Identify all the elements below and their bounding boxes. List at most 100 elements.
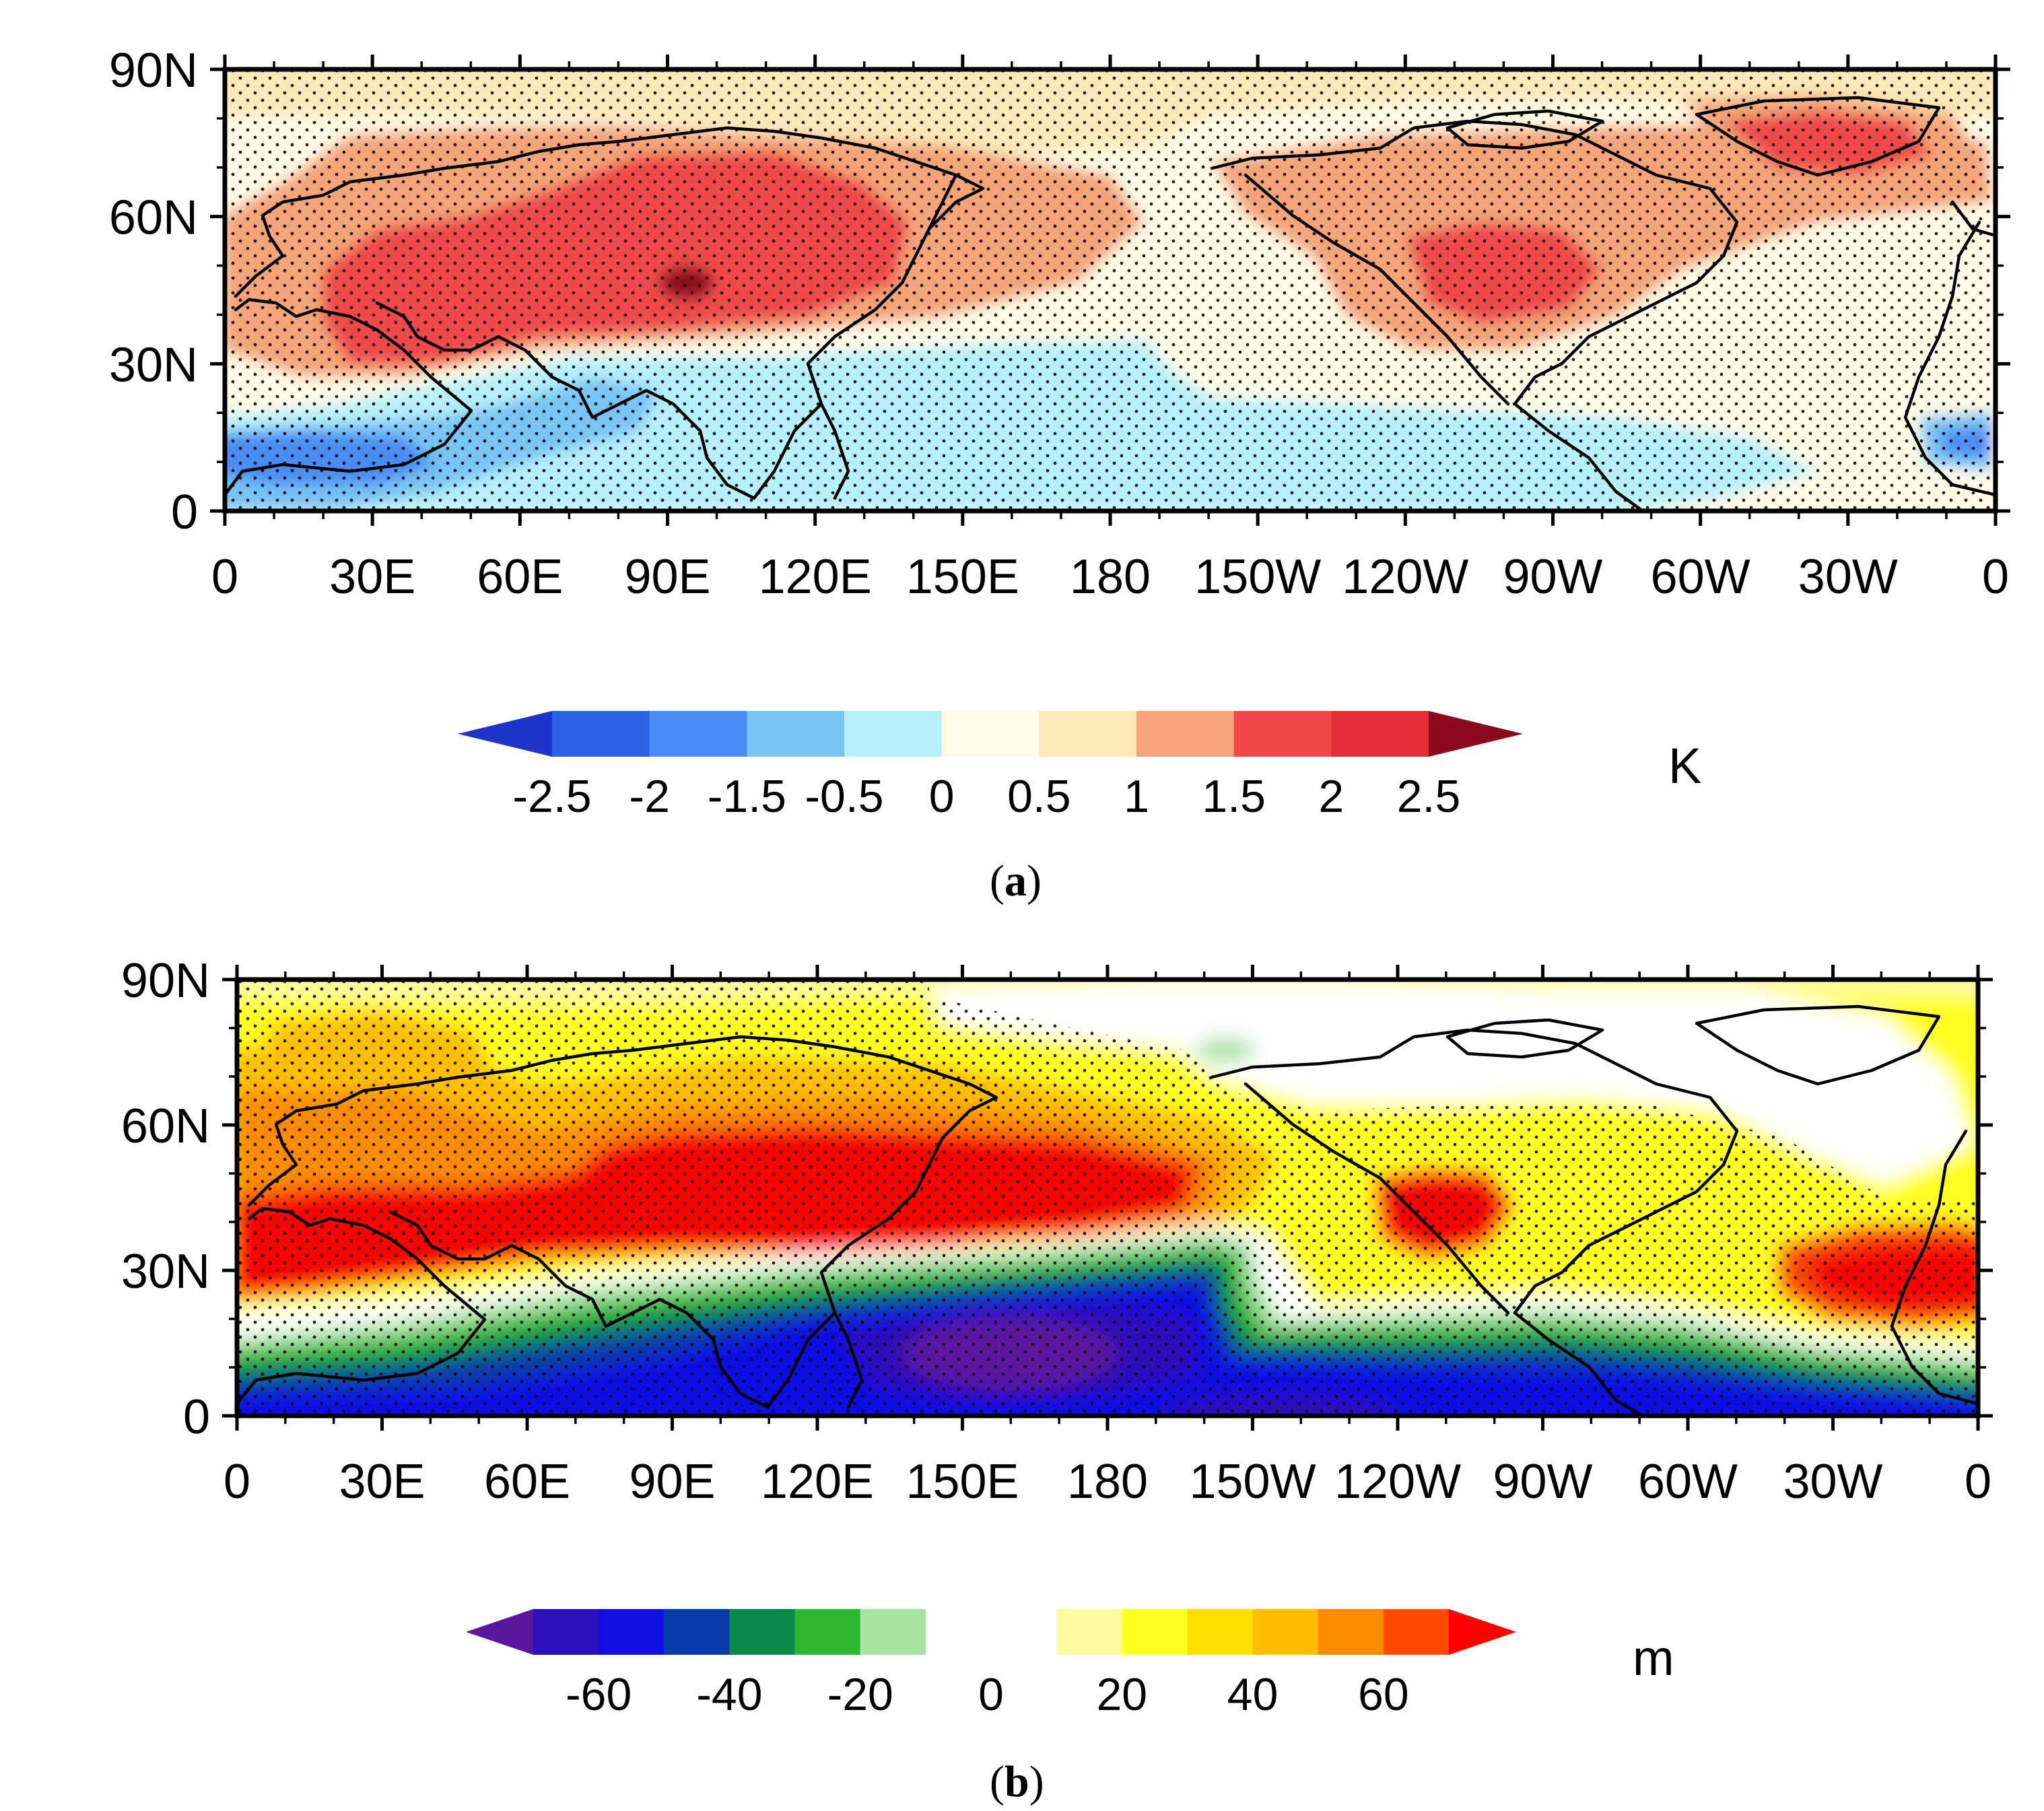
colorbar-a-unit: K: [1668, 738, 1701, 794]
x-tick-label: 120E: [759, 550, 872, 604]
colorbar-tick-label: -40: [696, 1669, 762, 1720]
x-tick-label: 90E: [629, 1455, 715, 1509]
colorbar-arrow-right: [1429, 711, 1523, 757]
x-tick-label: 30E: [339, 1455, 425, 1509]
colorbar-b: -60 -40 -20 0 20 40 60 m: [466, 1609, 1674, 1720]
x-tick-label: 90E: [624, 550, 710, 604]
panel-b-map: [237, 980, 1978, 1416]
colorbar-a-swatches: [458, 711, 1523, 757]
colorbar-swatch: [941, 711, 1040, 757]
colorbar-tick-label: 20: [1096, 1669, 1147, 1720]
panel-a-caption-letter: a: [1004, 856, 1027, 906]
colorbar-tick-label: -2.5: [512, 771, 591, 822]
coastlines-b: [237, 1004, 1978, 1416]
x-tick-label: 60W: [1651, 550, 1750, 604]
x-tick-label: 150E: [906, 1455, 1019, 1509]
x-tick-label: 60E: [484, 1455, 570, 1509]
x-tick-label: 30E: [329, 550, 415, 604]
colorbar-swatch: [1056, 1609, 1122, 1655]
panel-a-caption: (a): [990, 856, 1042, 906]
x-tick-label: 150E: [906, 550, 1019, 604]
colorbar-swatch: [925, 1609, 992, 1655]
colorbar-a-labels: -2.5 -2 -1.5 -0.5 0 0.5 1 1.5 2 2.5: [512, 771, 1460, 822]
y-tick-label: 60N: [121, 1099, 210, 1153]
x-tick-label: 150W: [1189, 1455, 1316, 1509]
colorbar-swatch: [1318, 1609, 1384, 1655]
x-tick-label: 180: [1067, 1455, 1148, 1509]
colorbar-tick-label: -20: [827, 1669, 893, 1720]
x-tick-label: 0: [224, 1455, 250, 1509]
x-tick-label: 60W: [1638, 1455, 1738, 1509]
panel-a-map: [225, 69, 1996, 511]
x-tick-label: 30W: [1783, 1455, 1882, 1509]
x-tick-label: 150W: [1194, 550, 1321, 604]
colorbar-tick-label: 0: [978, 1669, 1004, 1720]
panel-b-caption-letter: b: [1004, 1757, 1029, 1806]
x-tick-label: 0: [1982, 550, 2009, 604]
colorbar-swatch: [599, 1609, 665, 1655]
x-tick-label: 90W: [1493, 1455, 1592, 1509]
colorbar-tick-label: 0.5: [1007, 771, 1071, 822]
colorbar-tick-label: 40: [1227, 1669, 1279, 1720]
colorbar-tick-label: -1.5: [708, 771, 786, 822]
colorbar-tick-label: 1.5: [1202, 771, 1266, 822]
colorbar-swatch: [1187, 1609, 1254, 1655]
colorbar-swatch: [664, 1609, 730, 1655]
colorbar-tick-label: -60: [566, 1669, 632, 1720]
colorbar-swatch: [1136, 711, 1235, 757]
colorbar-swatch: [844, 711, 943, 757]
y-tick-label: 30N: [121, 1245, 210, 1299]
x-tick-label: 60E: [477, 550, 563, 604]
colorbar-tick-label: -0.5: [805, 771, 883, 822]
colorbar-swatch: [1331, 711, 1429, 757]
colorbar-swatch: [794, 1609, 861, 1655]
panel-b-caption: (b): [990, 1757, 1044, 1806]
colorbar-swatch: [1252, 1609, 1319, 1655]
y-tick-label: 90N: [109, 44, 198, 98]
colorbar-a: -2.5 -2 -1.5 -0.5 0 0.5 1 1.5 2 2.5 K: [458, 711, 1701, 822]
colorbar-tick-label: 0: [929, 771, 955, 822]
colorbar-swatch: [729, 1609, 796, 1655]
x-tick-label: 180: [1070, 550, 1151, 604]
coastlines-a: [225, 96, 1996, 511]
significance-stipple-a: [225, 69, 1996, 511]
y-tick-label: 0: [171, 485, 198, 539]
x-tick-label: 0: [211, 550, 238, 604]
colorbar-swatch: [649, 711, 747, 757]
colorbar-swatch: [533, 1609, 599, 1655]
colorbar-b-labels: -60 -40 -20 0 20 40 60: [566, 1669, 1409, 1720]
colorbar-arrow-right: [1449, 1609, 1516, 1655]
colorbar-swatch: [552, 711, 650, 757]
colorbar-tick-label: -2: [629, 771, 669, 822]
colorbar-swatch: [860, 1609, 926, 1655]
y-tick-label: 0: [183, 1390, 210, 1444]
colorbar-swatch: [1383, 1609, 1450, 1655]
x-tick-label: 30W: [1798, 550, 1898, 604]
x-tick-label: 0: [1965, 1455, 1991, 1509]
x-tick-label: 90W: [1503, 550, 1602, 604]
colorbar-arrow-left: [458, 711, 552, 757]
colorbar-tick-label: 1: [1124, 771, 1149, 822]
y-tick-label: 30N: [109, 338, 198, 392]
colorbar-swatch: [1122, 1609, 1188, 1655]
colorbar-swatch: [747, 711, 845, 757]
colorbar-arrow-left: [466, 1609, 533, 1655]
x-tick-label: 120W: [1342, 550, 1468, 604]
y-tick-label: 90N: [121, 954, 210, 1008]
colorbar-swatch: [991, 1609, 1057, 1655]
x-tick-label: 120E: [761, 1455, 874, 1509]
colorbar-tick-label: 2: [1318, 771, 1344, 822]
colorbar-swatch: [1233, 711, 1332, 757]
field-b-green-patch: [1195, 1038, 1256, 1062]
colorbar-b-swatches: [466, 1609, 1516, 1655]
colorbar-tick-label: 2.5: [1397, 771, 1461, 822]
colorbar-b-unit: m: [1633, 1630, 1674, 1686]
colorbar-swatch: [1039, 711, 1137, 757]
colorbar-tick-label: 60: [1358, 1669, 1409, 1720]
x-tick-label: 120W: [1334, 1455, 1461, 1509]
